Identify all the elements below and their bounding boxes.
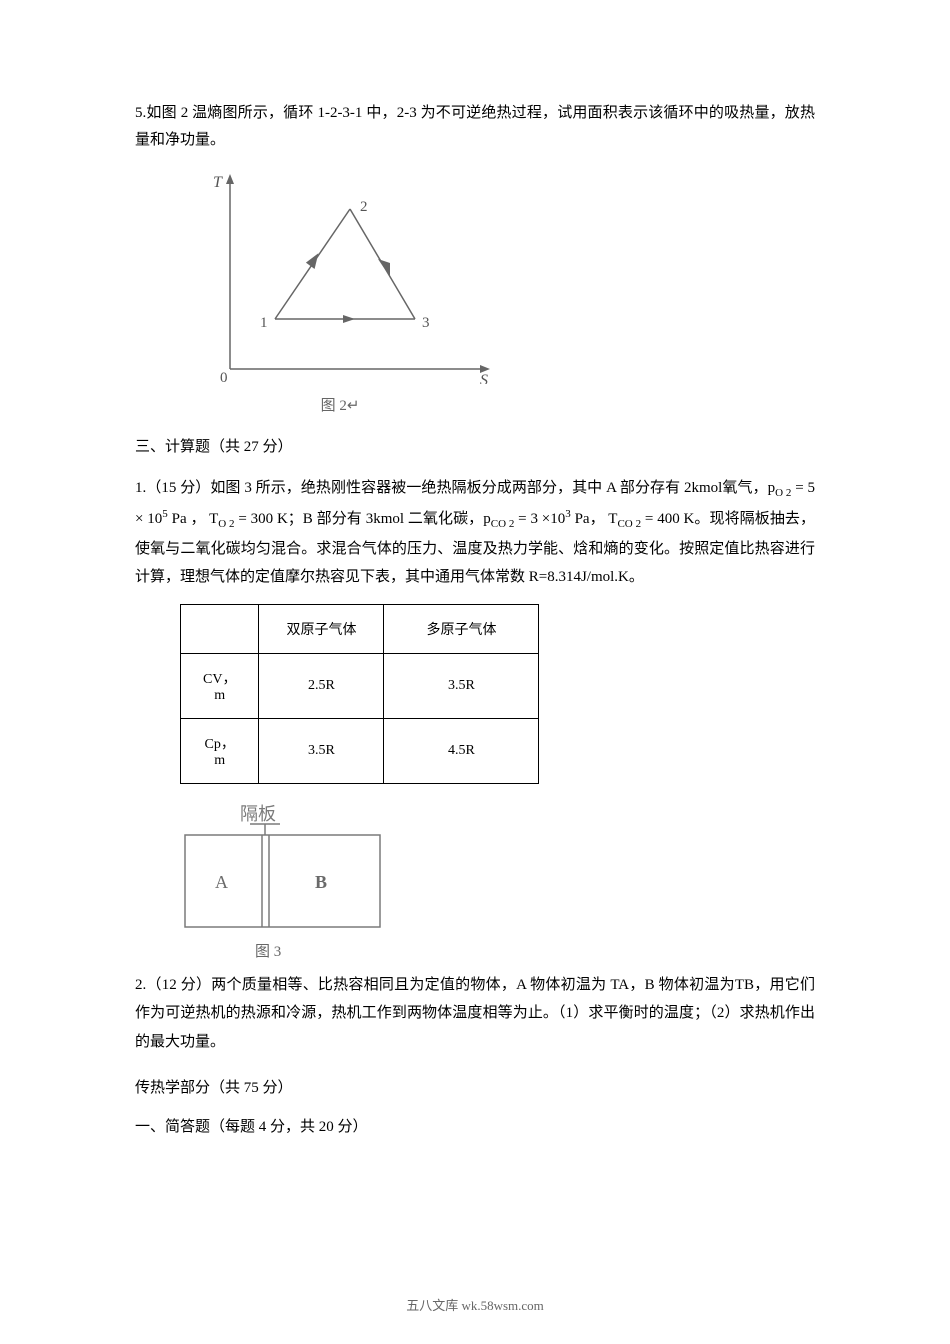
question-3-2: 2.（12 分）两个质量相等、比热容相同且为定值的物体，A 物体初温为 TA，B…: [135, 971, 815, 1057]
table-row: Cp，m 3.5R 4.5R: [181, 718, 539, 783]
heat-capacity-table: 双原子气体 多原子气体 CV，m 2.5R 3.5R Cp，m 3.5R 4.5…: [180, 604, 539, 784]
fig3-a-label: A: [215, 872, 228, 892]
figure-2-container: T S 0 1 2 3 图 2↵: [180, 169, 815, 415]
section-3-title: 三、计算题（共 27 分）: [135, 435, 815, 456]
table-row: CV，m 2.5R 3.5R: [181, 653, 539, 718]
heat-transfer-title: 传热学部分（共 75 分）: [135, 1076, 815, 1097]
table-header-blank: [181, 604, 259, 653]
table-header-polyatomic: 多原子气体: [384, 604, 539, 653]
page-footer: 五八文库 wk.58wsm.com: [0, 1295, 950, 1314]
figure-2-caption: 图 2↵: [321, 398, 360, 414]
question-3-1: 1.（15 分）如图 3 所示，绝热刚性容器被一绝热隔板分成两部分，其中 A 部…: [135, 474, 815, 592]
figure-3-svg: 隔板 A B: [180, 802, 390, 932]
node-1-label: 1: [260, 315, 268, 331]
section-a-title: 一、简答题（每题 4 分，共 20 分）: [135, 1115, 815, 1136]
figure-2-svg: T S 0 1 2 3: [180, 169, 500, 384]
question-5-text: 5.如图 2 温熵图所示，循环 1-2-3-1 中，2-3 为不可逆绝热过程，试…: [135, 100, 815, 154]
origin-label: 0: [220, 370, 228, 384]
figure-3-container: 隔板 A B 图 3: [180, 802, 815, 961]
node-2-label: 2: [360, 199, 368, 215]
fig3-top-label: 隔板: [240, 804, 276, 824]
table-header-diatomic: 双原子气体: [259, 604, 384, 653]
axis-y-label: T: [213, 174, 223, 191]
axis-x-label: S: [480, 372, 488, 384]
figure-3-caption: 图 3: [255, 940, 815, 961]
fig3-b-label: B: [315, 872, 327, 892]
node-3-label: 3: [422, 315, 430, 331]
